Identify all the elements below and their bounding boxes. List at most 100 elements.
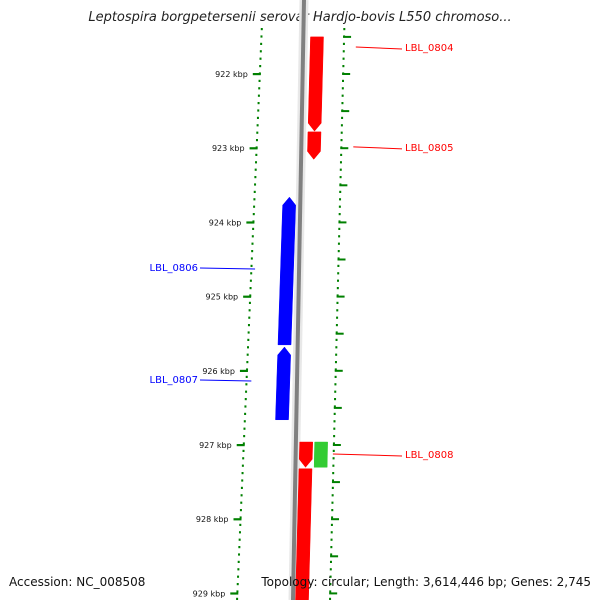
- ruler-tick-label: 924 kbp: [209, 218, 242, 227]
- ruler-dot: [247, 338, 250, 341]
- ruler-dot: [244, 412, 247, 415]
- backbone: [288, 0, 309, 600]
- ruler-dot: [337, 279, 340, 282]
- ruler-dot: [251, 250, 254, 253]
- ruler-dot: [251, 235, 254, 238]
- ruler-dot: [236, 597, 239, 600]
- ruler-dot: [331, 509, 334, 512]
- ruler-dot: [338, 235, 341, 238]
- ruler-dot: [252, 213, 255, 216]
- ruler-dot: [259, 57, 262, 60]
- ruler-dot: [333, 412, 336, 415]
- ruler-dot: [256, 131, 259, 134]
- ruler-dot: [333, 420, 336, 423]
- ruler-dot: [242, 457, 245, 460]
- ruler-dot: [249, 279, 252, 282]
- ruler-dot: [257, 94, 260, 97]
- feature-label: LBL_0805: [405, 143, 453, 154]
- ruler-minor-tick: [340, 147, 349, 150]
- ruler-dot: [248, 301, 251, 304]
- ruler-dot: [245, 390, 248, 393]
- ruler-dot: [329, 590, 332, 593]
- ruler-minor-tick: [331, 518, 340, 521]
- ruler-dot: [245, 383, 248, 386]
- ruler-tick-label: 925 kbp: [206, 293, 239, 302]
- ruler-tick-label: 926 kbp: [202, 367, 235, 376]
- feature-label: LBL_0806: [150, 263, 198, 274]
- ruler-dot: [334, 383, 337, 386]
- ruler-dot: [253, 205, 256, 208]
- ruler-dot: [343, 28, 346, 31]
- ruler-dot: [259, 50, 262, 53]
- ruler-dot: [244, 405, 247, 408]
- ruler-dot: [330, 531, 333, 534]
- gene-arrow: [295, 468, 313, 600]
- ruler-minor-tick: [331, 481, 340, 484]
- ruler-dot: [333, 405, 336, 408]
- ruler-dot: [340, 131, 343, 134]
- ruler-dot: [342, 79, 345, 82]
- ruler-dot: [335, 331, 338, 334]
- ruler-dot: [342, 50, 345, 53]
- gene-arrow: [313, 441, 328, 468]
- ruler-dot: [329, 583, 332, 586]
- ruler-major-tick: [243, 295, 252, 298]
- gene-arrow: [275, 346, 291, 421]
- ruler-dot: [255, 153, 258, 156]
- ruler-dot: [259, 65, 262, 68]
- ruler-dot: [339, 168, 342, 171]
- ruler-minor-tick: [338, 221, 347, 224]
- ruler-dot: [334, 368, 337, 371]
- ruler-dot: [239, 516, 242, 519]
- ruler-dot: [332, 457, 335, 460]
- ruler-dot: [342, 65, 345, 68]
- ruler-major-tick: [246, 221, 255, 224]
- ruler-dot: [239, 509, 242, 512]
- gene-arrow: [307, 131, 322, 160]
- ruler-minor-tick: [330, 555, 339, 558]
- ruler-dot: [257, 102, 260, 105]
- gene-arrow: [307, 36, 324, 132]
- ruler-dot: [336, 316, 339, 319]
- ruler-dot: [260, 42, 263, 45]
- ruler-dot: [244, 398, 247, 401]
- ruler-dot: [237, 568, 240, 571]
- ruler-dot: [329, 568, 332, 571]
- ruler-dot: [258, 87, 261, 90]
- ruler-dot: [337, 272, 340, 275]
- ruler-dot: [260, 35, 263, 38]
- ruler-ticks: 922 kbp 923 kbp 924 kbp 925 kbp 926 kbp 927 k…: [193, 35, 352, 598]
- ruler-dot: [339, 190, 342, 193]
- label-leader: [199, 379, 252, 382]
- ruler-dot: [330, 553, 333, 556]
- ruler-dot: [242, 442, 245, 445]
- gene-arrow: [299, 441, 313, 468]
- ruler-dot: [340, 124, 343, 127]
- label-leader: [332, 453, 403, 457]
- ruler-dot: [249, 287, 252, 290]
- ruler-minor-tick: [333, 406, 342, 409]
- ruler-minor-tick: [343, 35, 352, 38]
- topology-text: Topology: circular; Length: 3,614,446 bp…: [261, 575, 591, 589]
- ruler-dot: [334, 390, 337, 393]
- ruler-dot: [255, 139, 258, 142]
- ruler-dot: [342, 42, 345, 45]
- ruler-dot: [249, 294, 252, 297]
- ruler-tick-label: 929 kbp: [193, 589, 226, 598]
- ruler-dot: [241, 479, 244, 482]
- ruler-dot: [340, 153, 343, 156]
- ruler-dot: [243, 435, 246, 438]
- ruler-dot: [331, 501, 334, 504]
- ruler-dot: [333, 427, 336, 430]
- ruler-dot: [335, 346, 338, 349]
- gene-arrow: [277, 196, 296, 346]
- ruler-dot: [336, 287, 339, 290]
- ruler-major-tick: [230, 592, 239, 595]
- ruler-dot: [330, 523, 333, 526]
- ruler-dot: [254, 168, 257, 171]
- ruler-dot: [246, 353, 249, 356]
- ruler-dot: [253, 198, 256, 201]
- ruler-dot: [334, 398, 337, 401]
- ruler-dot: [335, 353, 338, 356]
- ruler-minor-tick: [342, 73, 351, 75]
